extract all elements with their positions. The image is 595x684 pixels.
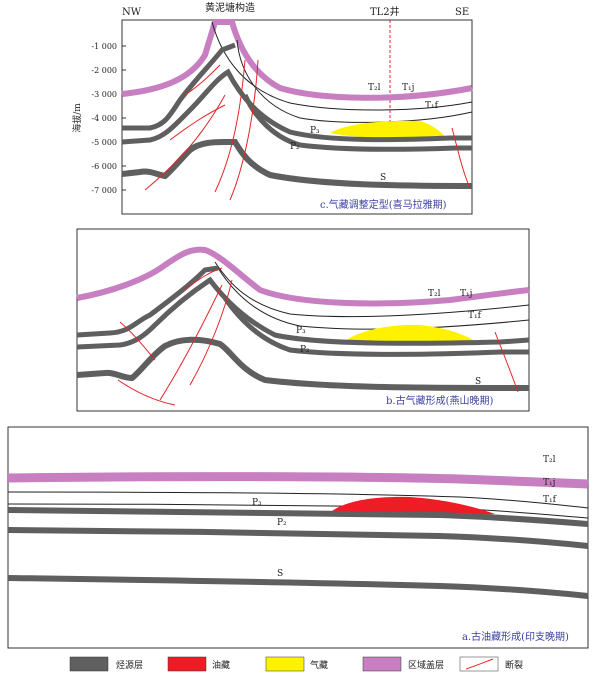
nw-label: NW — [122, 7, 142, 18]
layer-label-p3: P₃ — [252, 498, 262, 508]
layer-label-t1j: T₁j — [402, 83, 414, 93]
tick-label: -1 000 — [91, 42, 117, 51]
layer-label-t1j: T₁j — [460, 289, 472, 299]
legend: 烃源层 油藏 气藏 区域盖层 断裂 — [69, 656, 523, 672]
source-layer — [7, 527, 589, 549]
t1f-line — [217, 267, 530, 330]
legend-swatch — [69, 656, 109, 672]
panel-a-caption: a.古油藏形成(印支晚期) — [462, 630, 569, 643]
source-layer — [7, 507, 589, 527]
y-axis-title: 海拔/m — [71, 103, 83, 133]
fault-line — [144, 94, 226, 191]
fault-group — [117, 267, 519, 406]
fault-line — [494, 331, 519, 393]
tick-label: -5 000 — [91, 138, 117, 147]
layer-label-p2: P₂ — [277, 518, 287, 528]
panel-a: T₂l T₁j T₁f P₃ P₂ S a.古油藏形成(印支晚期) — [7, 426, 589, 649]
tick-label: -4 000 — [91, 114, 117, 123]
source-layer — [121, 139, 473, 189]
layer-label-s: S — [380, 173, 386, 183]
well-label: TL2井 — [370, 5, 400, 18]
layer-label-s: S — [277, 569, 283, 579]
layer-label-t1f: T₁f — [425, 101, 439, 111]
oil-reservoir — [332, 496, 495, 516]
gas-reservoir — [330, 120, 445, 139]
layer-label-t1f: T₁f — [543, 495, 557, 505]
fault-line — [119, 321, 156, 361]
layer-label-p3: P₃ — [310, 126, 320, 136]
legend-label: 断裂 — [505, 659, 523, 671]
fault-line — [159, 284, 223, 401]
t1f-line — [236, 39, 473, 123]
legend-label: 气藏 — [310, 659, 328, 671]
source-layer — [7, 575, 589, 599]
y-axis: -1 000 -2 000 -3 000 -4 000 -5 000 -6 00… — [71, 42, 126, 195]
caprock-layer — [121, 19, 473, 101]
fault-group — [144, 59, 471, 201]
fault-line — [189, 279, 233, 386]
source-layer — [242, 93, 472, 152]
t1j-line — [7, 491, 589, 509]
layer-label-p2: P₂ — [290, 142, 300, 152]
tick-label: -3 000 — [91, 90, 117, 99]
legend-label: 油藏 — [212, 659, 230, 671]
gas-reservoir — [345, 324, 475, 344]
legend-label: 烃源层 — [116, 659, 143, 671]
caprock-layer — [76, 246, 530, 307]
fault-line — [169, 104, 226, 141]
caprock-layer — [7, 472, 589, 489]
fault-line — [117, 379, 176, 406]
panel-a-frame — [7, 426, 589, 649]
legend-item-gas: 气藏 — [265, 656, 328, 672]
layer-label-p2: P₂ — [300, 345, 310, 355]
panel-c-frame — [121, 19, 473, 215]
legend-item-caprock: 区域盖层 — [362, 656, 444, 672]
legend-swatch — [265, 656, 305, 672]
se-label: SE — [455, 7, 469, 18]
source-layer — [122, 42, 236, 131]
tick-label: -6 000 — [91, 162, 117, 171]
source-layer — [121, 68, 472, 145]
tick-label: -2 000 — [91, 66, 117, 75]
source-layer — [76, 265, 219, 338]
t1j-line — [214, 261, 530, 318]
fault-line — [184, 267, 223, 291]
panel-b-caption: b.古气藏形成(燕山晚期) — [386, 394, 493, 407]
panel-b: T₂l T₁j T₁f P₃ P₂ S b.古气藏形成(燕山晚期) — [76, 228, 530, 412]
layer-label-t1f: T₁f — [468, 311, 482, 321]
layer-label-s: S — [475, 377, 481, 387]
source-layer — [76, 336, 530, 391]
layer-label-t2l: T₂l — [428, 289, 441, 299]
source-layer — [222, 296, 529, 357]
layer-label-t2l: T₂l — [543, 455, 556, 465]
fault-line — [184, 64, 221, 96]
layer-label-p3: P₃ — [296, 326, 306, 336]
layer-label-t1j: T₁j — [543, 478, 555, 488]
layer-label-t2l: T₂l — [368, 83, 381, 93]
structure-title: 黄泥塘构造 — [205, 1, 255, 14]
legend-item-fault: 断裂 — [459, 656, 523, 672]
panel-c: NW SE 黄泥塘构造 TL2井 -1 000 -2 000 -3 000 -4… — [71, 1, 473, 215]
legend-item-source: 烃源层 — [69, 656, 143, 672]
legend-swatch — [167, 656, 207, 672]
panel-c-caption: c.气藏调整定型(喜马拉雅期) — [320, 198, 447, 211]
fault-line — [229, 59, 259, 201]
t1j-line — [211, 21, 473, 111]
tick-label: -7 000 — [91, 186, 117, 195]
fault-line — [214, 59, 246, 193]
legend-label: 区域盖层 — [408, 659, 444, 671]
legend-swatch — [362, 656, 402, 672]
legend-item-oil: 油藏 — [167, 656, 230, 672]
fault-line — [451, 127, 471, 189]
fault-icon — [465, 658, 494, 670]
